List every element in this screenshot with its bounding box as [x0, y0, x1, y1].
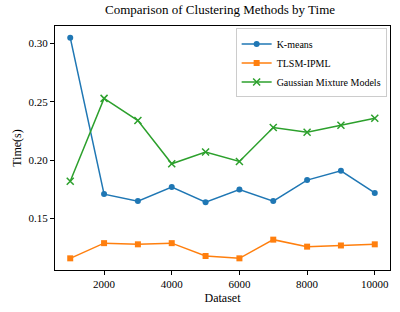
svg-text:0.25: 0.25 — [29, 96, 49, 108]
svg-text:K-means: K-means — [277, 39, 313, 50]
svg-text:6000: 6000 — [228, 278, 251, 290]
svg-text:10000: 10000 — [361, 278, 389, 290]
svg-text:4000: 4000 — [161, 278, 184, 290]
svg-text:0.30: 0.30 — [29, 37, 49, 49]
svg-text:Dataset: Dataset — [205, 291, 242, 305]
svg-text:Gaussian Mixture Models: Gaussian Mixture Models — [277, 77, 381, 88]
svg-text:Comparison of Clustering Metho: Comparison of Clustering Methods by Time — [105, 2, 335, 17]
svg-text:Time(s): Time(s) — [10, 129, 24, 167]
svg-text:2000: 2000 — [93, 278, 116, 290]
svg-text:TLSM-IPML: TLSM-IPML — [277, 58, 331, 69]
svg-text:0.20: 0.20 — [29, 154, 49, 166]
svg-text:0.15: 0.15 — [29, 212, 49, 224]
svg-text:8000: 8000 — [296, 278, 319, 290]
